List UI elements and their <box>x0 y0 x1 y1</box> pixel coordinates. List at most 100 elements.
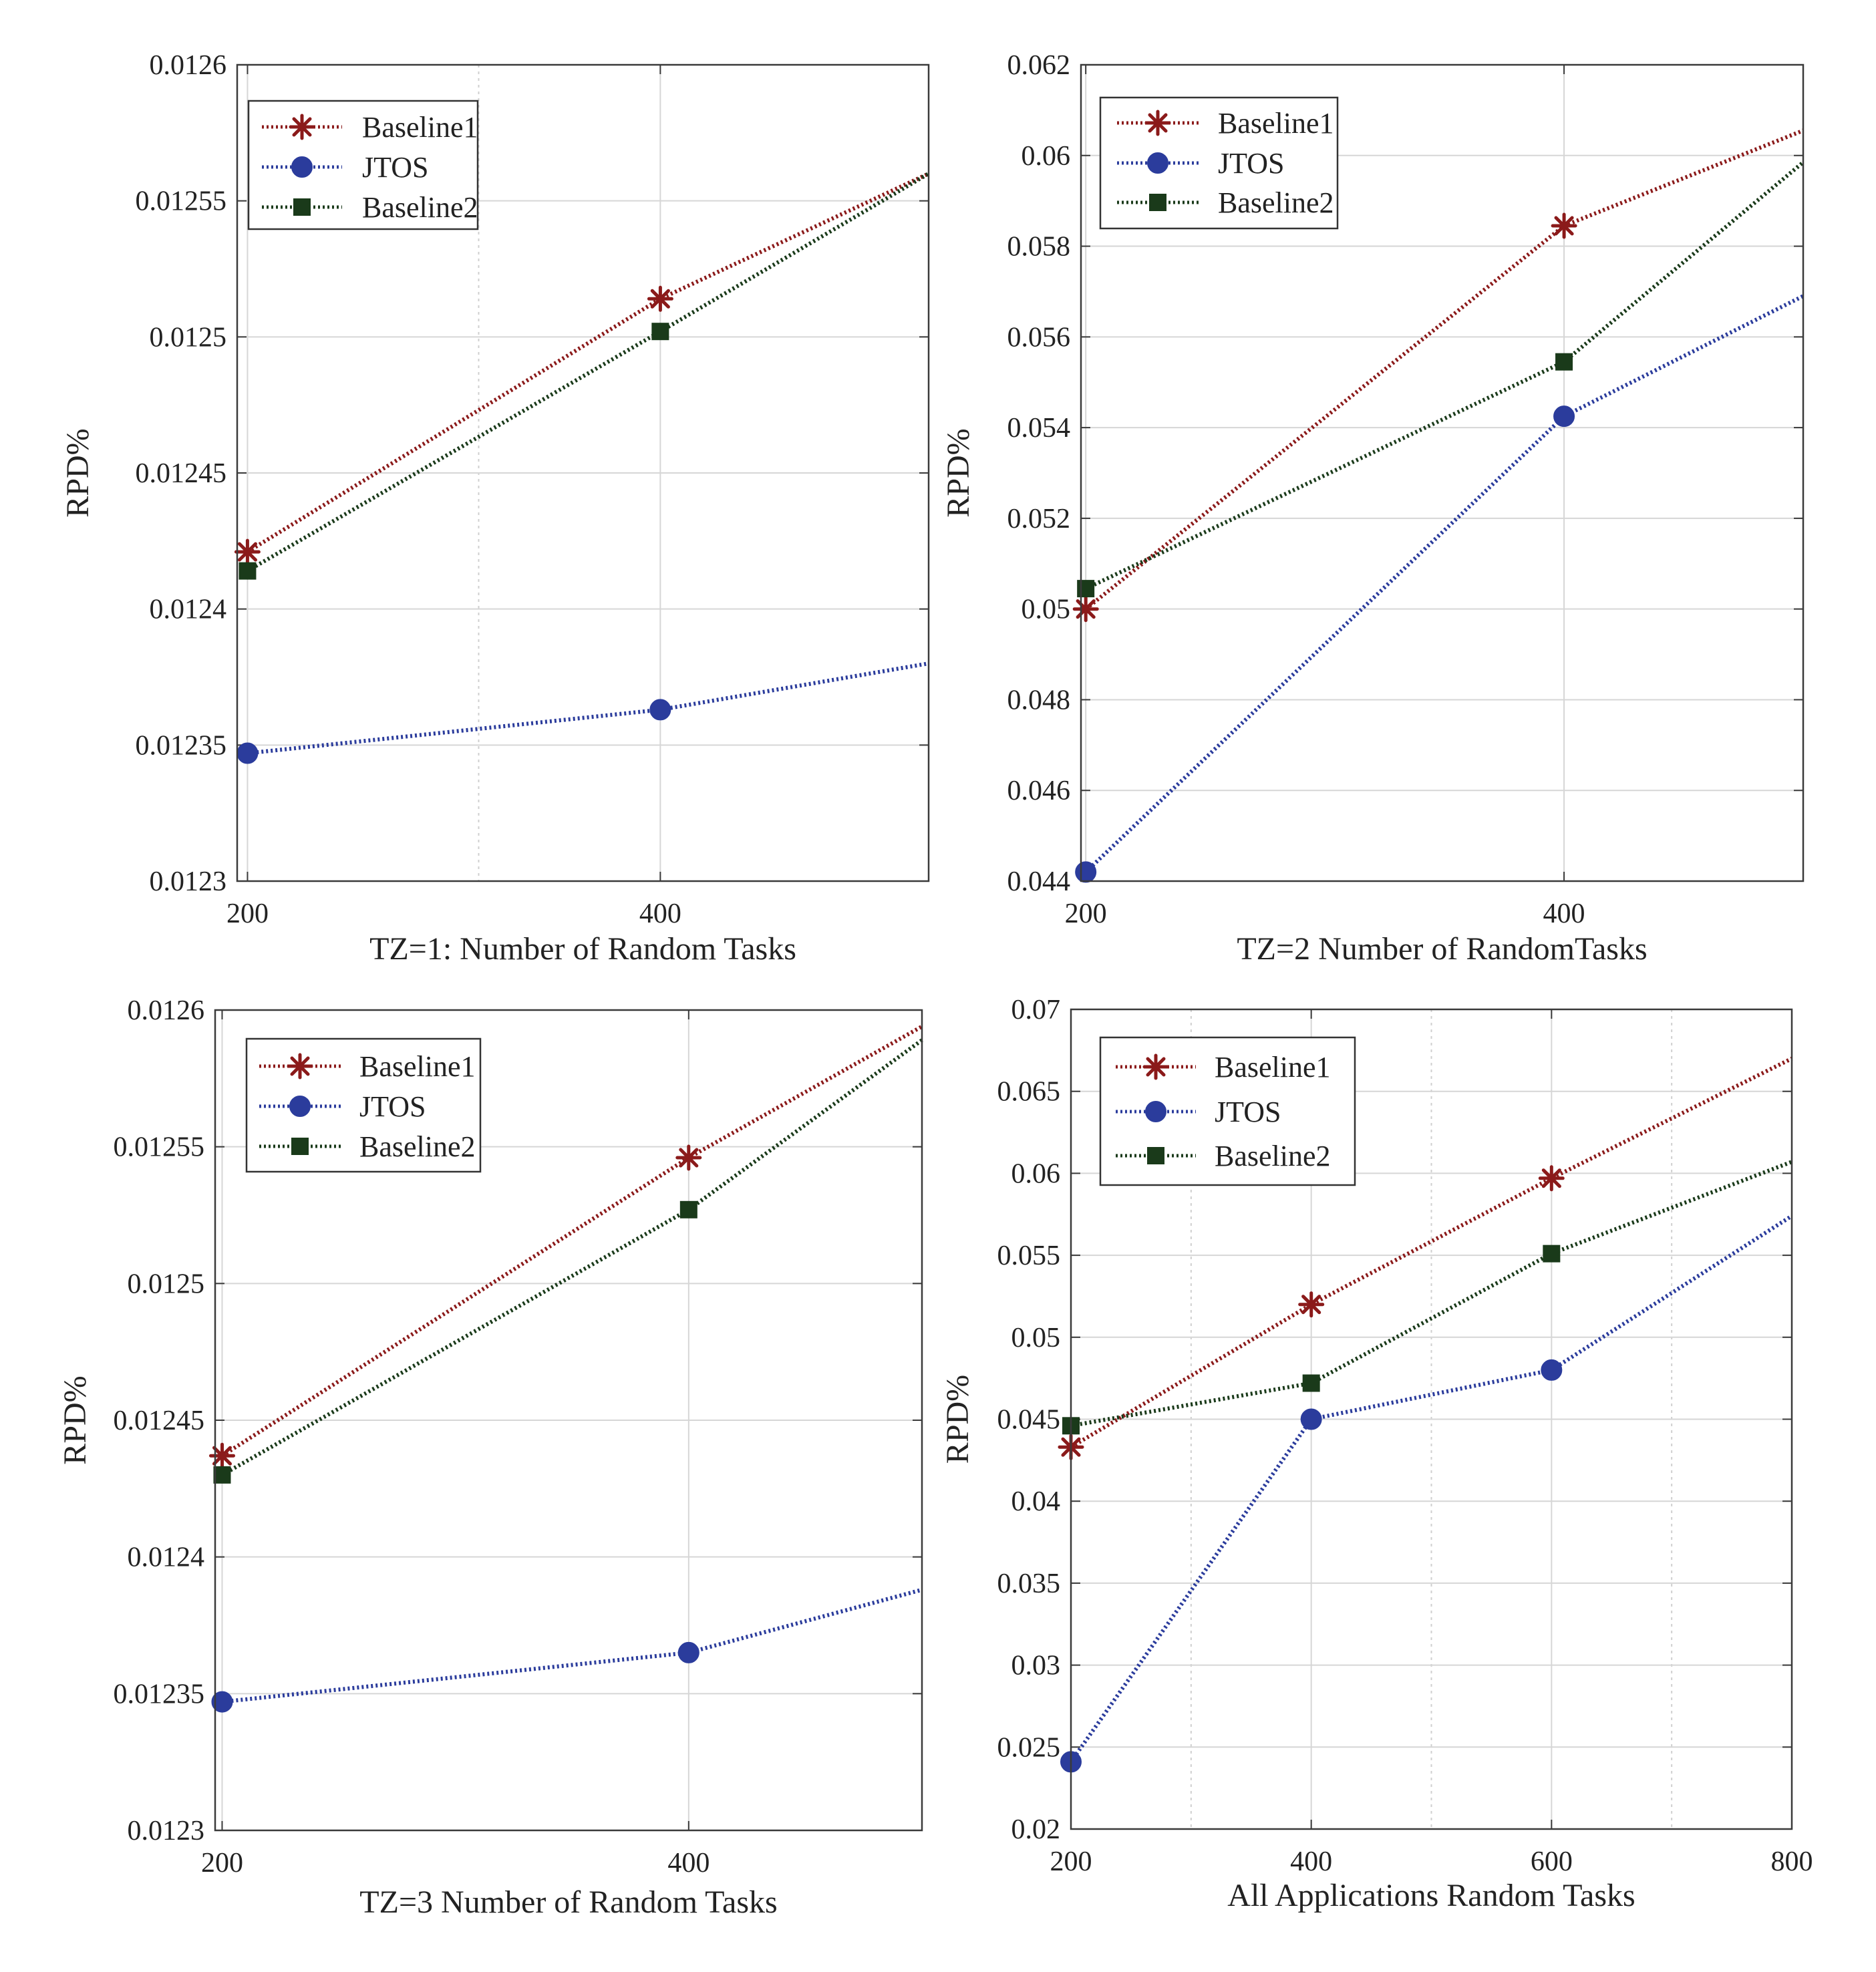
data-point <box>651 323 669 341</box>
y-tick-label: 0.065 <box>997 1077 1061 1108</box>
y-tick-label: 0.03 <box>1011 1651 1061 1681</box>
plot-frame <box>1080 63 1805 882</box>
y-tick-label: 0.01245 <box>136 458 227 489</box>
data-point <box>1541 1359 1563 1381</box>
x-tick-label: 400 <box>639 898 681 929</box>
x-axis-title: All Applications Random Tasks <box>1227 1878 1635 1913</box>
y-axis-title: RPD% <box>60 428 96 517</box>
legend-marker <box>291 1138 309 1155</box>
y-tick-label: 0.0125 <box>128 1269 205 1299</box>
data-point <box>1072 596 1099 623</box>
legend-label: Baseline2 <box>362 191 478 224</box>
data-point <box>1075 861 1097 883</box>
legend-label: Baseline2 <box>1215 1140 1331 1172</box>
data-point <box>647 285 673 312</box>
data-point <box>1553 405 1575 428</box>
legend-label: Baseline2 <box>359 1130 476 1163</box>
data-point <box>1302 1374 1320 1392</box>
y-tick-label: 0.052 <box>1007 504 1071 534</box>
legend-label: Baseline1 <box>1215 1051 1331 1084</box>
y-tick-label: 0.01245 <box>114 1406 205 1436</box>
y-tick-label: 0.025 <box>997 1732 1061 1763</box>
x-tick-label: 600 <box>1531 1846 1573 1877</box>
y-tick-label: 0.02 <box>1011 1814 1061 1845</box>
x-tick-label: 400 <box>1543 898 1585 929</box>
series-baseline1 <box>1072 128 1805 623</box>
series-baseline2 <box>239 172 930 580</box>
x-axis-title: TZ=1: Number of Random Tasks <box>369 931 796 967</box>
legend-item-baseline1: Baseline1 <box>259 1050 476 1083</box>
y-tick-label: 0.0126 <box>150 50 227 81</box>
y-tick-label: 0.062 <box>1007 50 1071 81</box>
legend-item-jtos: JTOS <box>262 151 428 184</box>
data-point <box>213 1466 231 1484</box>
series-line <box>221 1038 923 1477</box>
y-tick-label: 0.06 <box>1022 141 1071 172</box>
legend-marker <box>1142 1053 1169 1080</box>
legend-marker <box>1149 194 1166 211</box>
data-point <box>1551 212 1577 239</box>
legend: Baseline1 JTOS Baseline2 <box>1099 96 1339 230</box>
y-tick-label: 0.07 <box>1011 995 1061 1025</box>
chart-panel-1: 0.0123 0.01235 0.0124 0.01245 0.0125 0.01255 0… <box>60 50 930 967</box>
y-tick-label: 0.06 <box>1011 1158 1061 1189</box>
series-baseline2 <box>213 1038 923 1484</box>
legend-marker <box>293 198 311 216</box>
data-point <box>677 1641 699 1663</box>
data-point <box>1538 1165 1565 1192</box>
data-point <box>211 1691 233 1713</box>
x-tick-label: 200 <box>201 1848 243 1878</box>
legend: Baseline1 JTOS Baseline2 <box>1099 1036 1356 1186</box>
plot-frame <box>236 63 930 882</box>
x-tick-label: 200 <box>226 898 269 929</box>
y-tick-label: 0.0126 <box>128 995 205 1026</box>
legend-marker <box>1145 1101 1166 1122</box>
chart-panel-4: 0.02 0.025 0.03 0.035 0.04 0.045 0.05 0.055 0.06… <box>940 995 1813 1913</box>
y-tick-label: 0.054 <box>1007 413 1071 444</box>
y-tick-label: 0.01235 <box>114 1679 205 1709</box>
series-baseline1 <box>209 1024 923 1469</box>
legend-label: Baseline1 <box>1218 107 1334 140</box>
series-baseline1 <box>234 172 930 565</box>
y-tick-label: 0.01255 <box>114 1132 205 1163</box>
series-line <box>1070 1160 1793 1428</box>
data-point <box>1543 1245 1561 1263</box>
data-point <box>679 1200 697 1218</box>
legend-marker <box>1147 152 1168 174</box>
legend-box <box>1099 96 1339 230</box>
legend-item-baseline1: Baseline1 <box>262 111 478 144</box>
y-axis-title: RPD% <box>940 1375 975 1464</box>
y-tick-label: 0.046 <box>1007 776 1071 806</box>
data-point <box>1298 1291 1325 1318</box>
legend-label: Baseline1 <box>359 1050 476 1083</box>
legend-item-jtos: JTOS <box>1117 147 1284 180</box>
y-tick-label: 0.04 <box>1011 1486 1061 1517</box>
legend-label: JTOS <box>359 1090 426 1123</box>
legend-label: JTOS <box>1218 147 1284 180</box>
plot-frame <box>1070 1008 1793 1830</box>
legend-marker <box>1147 1147 1164 1164</box>
y-tick-label: 0.0123 <box>128 1816 205 1846</box>
chart-panel-2: 0.044 0.046 0.048 0.05 0.052 0.054 0.056 0.058 0… <box>941 50 1805 967</box>
chart-panel-3: 0.0123 0.01235 0.0124 0.01245 0.0125 0.01255 0… <box>57 995 923 1920</box>
legend-marker <box>289 1096 311 1117</box>
y-tick-label: 0.0124 <box>150 595 227 625</box>
legend-item-baseline2: Baseline2 <box>259 1130 476 1163</box>
y-tick-label: 0.05 <box>1011 1323 1061 1353</box>
legend-box <box>245 1037 482 1173</box>
series-jtos <box>237 661 929 764</box>
y-tick-label: 0.045 <box>997 1405 1061 1436</box>
y-tick-label: 0.058 <box>1007 232 1071 263</box>
data-point <box>237 742 259 764</box>
legend: Baseline1 JTOS Baseline2 <box>245 1037 482 1173</box>
y-tick-label: 0.055 <box>997 1241 1061 1271</box>
x-tick-label: 200 <box>1050 1846 1092 1877</box>
data-point <box>239 562 257 580</box>
legend-item-jtos: JTOS <box>1116 1096 1281 1128</box>
x-tick-label: 200 <box>1065 898 1107 929</box>
legend-item-baseline2: Baseline2 <box>1116 1140 1331 1172</box>
y-tick-label: 0.035 <box>997 1569 1061 1599</box>
data-point <box>1300 1408 1322 1430</box>
legend-marker <box>291 156 313 178</box>
